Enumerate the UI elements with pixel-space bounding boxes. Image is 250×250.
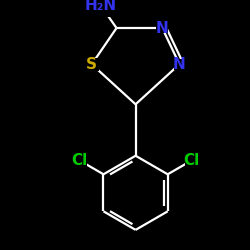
- Text: H₂N: H₂N: [85, 0, 117, 13]
- Text: Cl: Cl: [184, 153, 200, 168]
- Text: Cl: Cl: [72, 153, 88, 168]
- FancyBboxPatch shape: [156, 23, 168, 33]
- FancyBboxPatch shape: [174, 59, 185, 70]
- FancyBboxPatch shape: [90, 0, 111, 11]
- FancyBboxPatch shape: [185, 155, 198, 166]
- FancyBboxPatch shape: [84, 58, 99, 70]
- FancyBboxPatch shape: [73, 155, 86, 166]
- Text: S: S: [86, 57, 97, 72]
- Text: N: N: [156, 20, 169, 36]
- Text: N: N: [173, 57, 186, 72]
